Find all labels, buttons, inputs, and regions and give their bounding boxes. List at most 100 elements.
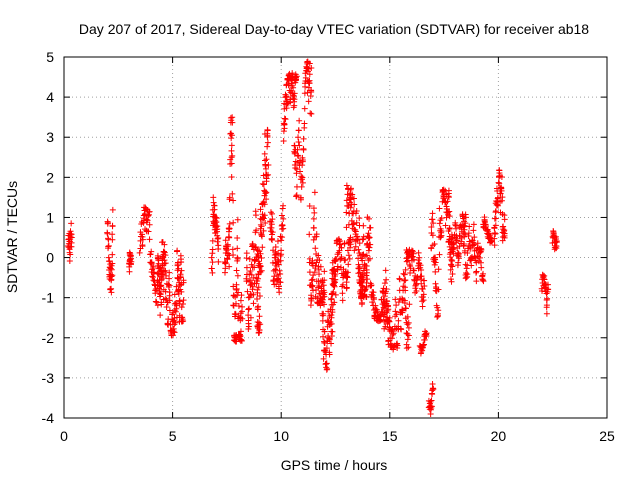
data-point	[293, 166, 300, 173]
data-point	[351, 247, 358, 254]
data-point	[258, 255, 265, 262]
data-point	[329, 309, 336, 316]
data-point	[380, 285, 387, 292]
data-point	[237, 297, 244, 304]
data-point	[429, 216, 436, 223]
data-point	[161, 257, 168, 264]
data-point	[301, 120, 308, 127]
data-point	[257, 221, 264, 228]
data-point	[306, 60, 313, 67]
data-point	[420, 294, 427, 301]
data-point	[166, 297, 173, 304]
grid	[64, 57, 607, 418]
data-point	[402, 305, 409, 312]
data-point	[357, 252, 364, 259]
data-point	[279, 234, 286, 241]
data-point	[308, 110, 315, 117]
data-point	[389, 331, 396, 338]
data-point	[448, 278, 455, 285]
data-point	[180, 297, 187, 304]
data-point	[250, 300, 257, 307]
data-point	[293, 73, 300, 80]
data-point	[476, 254, 483, 261]
data-point	[328, 340, 335, 347]
data-point	[108, 266, 115, 273]
data-point	[264, 143, 271, 150]
data-point	[269, 216, 276, 223]
data-point	[354, 237, 361, 244]
data-point	[272, 243, 279, 250]
data-point	[350, 195, 357, 202]
data-point	[461, 240, 468, 247]
data-point	[290, 93, 297, 100]
data-point	[449, 257, 456, 264]
data-point	[268, 221, 275, 228]
data-point	[222, 260, 229, 267]
data-point	[342, 256, 349, 263]
data-point	[496, 170, 503, 176]
data-point	[283, 105, 290, 112]
data-point	[255, 284, 262, 291]
data-point	[309, 276, 316, 283]
data-point	[462, 275, 469, 282]
data-point	[343, 279, 350, 286]
data-point	[302, 74, 309, 81]
data-point	[256, 313, 263, 320]
data-point	[166, 282, 173, 289]
data-point	[330, 280, 337, 287]
data-point	[471, 241, 478, 248]
data-point	[448, 256, 455, 263]
data-point	[278, 237, 285, 244]
data-point	[443, 214, 450, 221]
data-point	[109, 260, 116, 267]
data-point	[384, 318, 391, 324]
data-point	[108, 289, 115, 296]
data-point	[355, 246, 362, 253]
data-point	[461, 222, 468, 229]
data-point	[298, 173, 305, 180]
data-point	[255, 275, 262, 282]
x-tick-label: 25	[599, 428, 615, 444]
data-point	[345, 261, 352, 268]
data-point	[226, 263, 233, 270]
data-point	[292, 77, 299, 84]
y-tick-label: 5	[46, 49, 54, 65]
data-point	[104, 220, 111, 227]
data-point	[230, 283, 237, 290]
data-point	[328, 296, 335, 303]
data-point	[421, 277, 428, 284]
data-point	[428, 403, 435, 410]
data-point	[359, 277, 366, 284]
data-point	[311, 269, 318, 276]
data-point	[495, 179, 502, 186]
data-point	[262, 162, 269, 169]
data-point	[136, 249, 143, 256]
data-point	[491, 242, 498, 249]
data-point	[501, 216, 508, 223]
y-tick-label: 3	[46, 129, 54, 145]
data-point	[403, 258, 410, 265]
data-point	[139, 236, 146, 243]
data-point	[333, 256, 340, 263]
data-point	[328, 320, 335, 327]
data-point	[149, 274, 156, 281]
data-point	[154, 252, 161, 259]
data-point	[229, 114, 236, 121]
data-point	[419, 298, 426, 305]
data-point	[67, 251, 74, 258]
data-point	[478, 246, 485, 253]
data-point	[210, 211, 217, 218]
data-point	[401, 300, 408, 307]
data-point	[157, 282, 164, 289]
data-point	[470, 221, 477, 228]
data-point	[297, 168, 304, 175]
data-point	[277, 270, 284, 277]
data-point	[254, 253, 261, 260]
data-point	[223, 247, 230, 254]
data-point	[165, 281, 172, 288]
data-point	[230, 251, 237, 258]
data-point	[393, 302, 400, 309]
data-point	[495, 202, 502, 209]
data-point	[363, 272, 370, 279]
y-tick-label: 0	[46, 250, 54, 266]
